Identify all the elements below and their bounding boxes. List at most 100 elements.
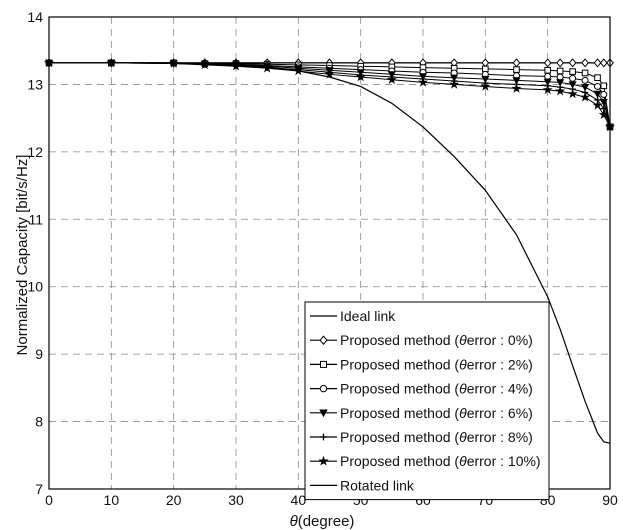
x-axis-label: θ(degree) [290,513,355,530]
data-point-marker [481,58,490,68]
data-point-marker [593,58,602,68]
legend-label: Ideal link [340,308,396,324]
data-point-marker [386,74,397,84]
legend-label-suffix: error : 10%) [467,453,541,469]
legend-label-prefix: Proposed method ( [340,429,459,445]
y-tick-label: 10 [27,279,43,295]
x-tick-label: 0 [45,492,53,508]
data-point-marker [592,100,603,110]
y-axis-label: Normalized Capacity [bit/s/Hz] [14,155,31,356]
data-point-marker [599,98,608,107]
legend-item: Proposed method (θerror : 2%) [310,356,533,372]
legend-label: Rotated link [340,477,415,493]
x-tick-label: 10 [104,492,120,508]
data-point-marker [593,90,602,99]
x-tick-labels: 0102030405060708090 [45,492,618,508]
x-axis-label-text: (degree) [298,513,355,530]
legend-item: Rotated link [310,477,415,493]
legend-label: Proposed method (θerror : 2%) [340,356,533,372]
data-point-marker [569,74,577,82]
data-point-marker [513,66,520,73]
data-point-marker [556,79,565,87]
legend-label: Proposed method (θerror : 8%) [340,429,533,445]
data-point-marker [567,88,578,99]
legend-box [304,301,550,501]
series-line [49,62,611,444]
data-point-marker [599,58,608,68]
data-point-marker [544,72,552,80]
data-point-marker [318,455,329,466]
data-point-marker [600,91,608,99]
data-point-marker [543,58,552,68]
data-point-marker [555,85,566,96]
data-point-marker [581,58,589,68]
y-tick-label: 8 [35,414,43,430]
legend-item: Proposed method (θerror : 8%) [310,429,533,445]
legend-item: Proposed method (θerror : 0%) [310,332,533,348]
y-tick-label: 14 [27,9,43,25]
x-tick-label: 20 [166,492,182,508]
legend-label: Proposed method (θerror : 4%) [340,381,533,397]
legend-label-symbol: θ [459,356,467,372]
data-point-marker [417,77,429,87]
legend-item: Proposed method (θerror : 10%) [310,453,541,469]
legend-label-suffix: error : 2%) [467,356,533,372]
series-7 [49,62,611,444]
data-point-marker [324,69,335,79]
data-point-marker [594,82,602,90]
series-layer [43,57,616,444]
data-point-marker [319,409,328,418]
data-point-marker [556,58,564,68]
data-point-marker [569,68,576,75]
legend-label-suffix: error : 0%) [467,332,533,348]
data-point-marker [480,81,491,91]
data-point-marker [512,58,521,68]
x-axis-label-symbol: θ [290,513,298,530]
data-point-marker [580,91,591,102]
data-point-marker [319,384,328,393]
data-point-marker [512,77,521,85]
x-tick-label: 90 [602,492,618,508]
data-point-marker [556,67,564,75]
legend-label-prefix: Proposed method ( [340,332,459,348]
legend-label-suffix: error : 6%) [467,405,533,421]
legend-label-prefix: Proposed method ( [340,405,459,421]
legend-label-symbol: θ [459,405,467,421]
legend-item: Proposed method (θerror : 4%) [310,381,533,397]
data-point-marker [543,78,552,86]
data-point-marker [600,82,608,90]
data-point-marker [320,360,327,368]
y-tick-label: 12 [27,144,43,160]
data-point-marker [320,433,327,441]
data-point-marker [568,81,577,89]
data-point-marker [449,79,460,89]
data-point-marker [581,76,589,84]
data-point-marker [556,73,564,81]
legend-label-symbol: θ [459,453,467,469]
data-point-marker [594,74,601,81]
data-point-marker [568,58,577,68]
data-point-marker [544,66,551,74]
legend-item: Proposed method (θerror : 6%) [310,405,533,421]
legend-label-prefix: Proposed method ( [340,453,459,469]
legend-label-suffix: error : 4%) [467,381,533,397]
data-point-marker [481,75,490,84]
y-tick-label: 7 [35,481,43,497]
legend-label: Proposed method (θerror : 6%) [340,405,533,421]
y-tick-label: 13 [27,76,43,92]
legend-label: Proposed method (θerror : 10%) [340,453,541,469]
legend-label-symbol: θ [459,429,467,445]
data-point-marker [511,83,522,93]
data-point-marker [581,69,589,77]
legend-label-symbol: θ [459,332,467,348]
data-point-marker [355,71,366,82]
legend-label-prefix: Proposed method ( [340,381,459,397]
x-tick-label: 40 [291,492,307,508]
y-tick-labels: 7 8 9 10 11 12 13 14 [27,9,43,497]
data-point-marker [542,84,553,95]
legend-label-suffix: error : 8%) [467,429,533,445]
legend-label-prefix: Proposed method ( [340,356,459,372]
